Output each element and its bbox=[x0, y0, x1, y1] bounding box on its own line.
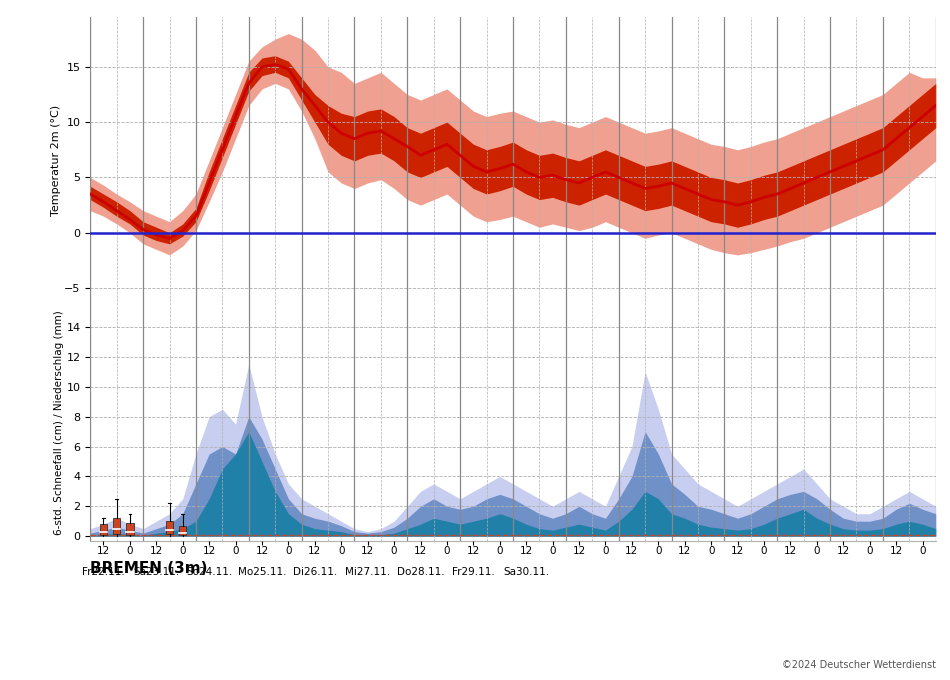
Bar bbox=[180, 526, 186, 535]
Text: Fr22.11.: Fr22.11. bbox=[82, 566, 124, 577]
Y-axis label: 6-std. Schneefall (cm) / Niederschlag (mm): 6-std. Schneefall (cm) / Niederschlag (m… bbox=[53, 310, 64, 535]
Text: ©2024 Deutscher Wetterdienst: ©2024 Deutscher Wetterdienst bbox=[782, 660, 936, 670]
Bar bbox=[126, 523, 134, 534]
Text: BREMEN (3m): BREMEN (3m) bbox=[90, 561, 208, 576]
Bar bbox=[100, 524, 107, 534]
Text: Fr29.11.: Fr29.11. bbox=[452, 566, 495, 577]
Bar bbox=[166, 521, 173, 534]
Text: Di26.11.: Di26.11. bbox=[293, 566, 337, 577]
Text: Sa30.11.: Sa30.11. bbox=[504, 566, 549, 577]
Text: Mo25.11.: Mo25.11. bbox=[238, 566, 286, 577]
Y-axis label: Temperatur 2m (°C): Temperatur 2m (°C) bbox=[51, 105, 62, 216]
Text: Do28.11.: Do28.11. bbox=[397, 566, 445, 577]
Text: Sa23.11.: Sa23.11. bbox=[133, 566, 180, 577]
Text: Mi27.11.: Mi27.11. bbox=[345, 566, 390, 577]
Bar bbox=[113, 518, 121, 534]
Text: So24.11.: So24.11. bbox=[186, 566, 232, 577]
